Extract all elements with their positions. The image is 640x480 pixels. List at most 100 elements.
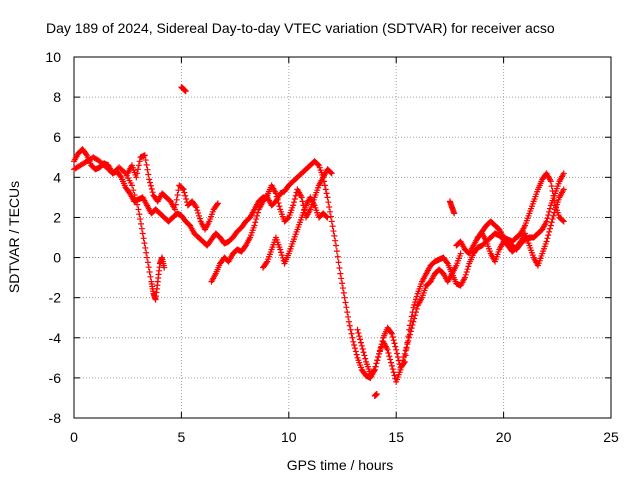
data-point-marker — [345, 313, 352, 320]
data-point-marker — [322, 186, 329, 193]
data-point-marker — [560, 186, 567, 193]
data-point-marker — [131, 191, 138, 198]
data-point-marker — [147, 179, 154, 186]
data-point-marker — [333, 248, 340, 255]
data-point-marker — [391, 340, 398, 347]
data-point-marker — [145, 171, 152, 178]
data-point-marker — [398, 363, 405, 370]
data-point-marker — [143, 249, 150, 256]
data-point-marker — [356, 333, 363, 340]
data-point-marker — [462, 271, 469, 278]
data-point-marker — [251, 222, 258, 229]
data-point-marker — [550, 192, 557, 199]
data-point-marker — [547, 222, 554, 229]
data-point-marker — [411, 315, 418, 322]
data-point-marker — [463, 268, 470, 275]
data-point-marker — [359, 346, 366, 353]
data-point-marker — [143, 161, 150, 168]
data-point-marker — [394, 350, 401, 357]
axis-ticks: 0 5 10 15 20 25 -8 -6 -4 -2 0 2 4 6 8 10 — [45, 49, 619, 445]
data-point-marker — [328, 218, 335, 225]
x-tick-label: 25 — [603, 429, 619, 445]
data-point-marker — [412, 296, 419, 303]
data-point-marker — [465, 263, 472, 270]
data-point-marker — [388, 330, 395, 337]
data-point-marker — [402, 347, 409, 354]
data-point-marker — [321, 182, 328, 189]
data-point-marker — [161, 264, 168, 271]
data-point-marker — [323, 213, 330, 220]
data-point-marker — [142, 157, 149, 164]
data-point-marker — [144, 254, 151, 261]
data-point-marker — [410, 318, 417, 325]
data-point-marker — [360, 349, 367, 356]
data-point-marker — [544, 215, 551, 222]
y-tick-label: 8 — [53, 89, 61, 105]
data-point-marker — [145, 264, 152, 271]
data-point-marker — [351, 345, 358, 352]
data-point-marker — [325, 199, 332, 206]
data-point-marker — [252, 219, 259, 226]
data-point-marker — [331, 232, 338, 239]
data-point-marker — [180, 186, 187, 193]
data-point-marker — [543, 218, 550, 225]
data-point-marker — [546, 205, 553, 212]
data-point-marker — [373, 360, 380, 367]
data-point-marker — [142, 244, 149, 251]
data-point-marker — [274, 196, 281, 203]
plot-frame — [73, 56, 612, 419]
data-point-marker — [275, 200, 282, 207]
data-point-marker — [370, 367, 377, 374]
data-point-marker — [343, 304, 350, 311]
data-point-marker — [352, 348, 359, 355]
data-point-marker — [324, 214, 331, 221]
data-point-marker — [545, 212, 552, 219]
x-tick-label: 15 — [388, 429, 404, 445]
data-point-marker — [144, 166, 151, 173]
data-point-marker — [543, 238, 550, 245]
data-point-marker — [410, 304, 417, 311]
data-point-marker — [263, 193, 270, 200]
data-point-marker — [328, 170, 335, 177]
data-point-marker — [546, 208, 553, 215]
y-tick-label: 10 — [45, 49, 61, 65]
data-point-marker — [351, 341, 358, 348]
data-point-marker — [147, 182, 154, 189]
data-point-marker — [134, 201, 141, 208]
data-point-marker — [254, 209, 261, 216]
data-point-marker — [134, 170, 141, 177]
data-point-marker — [194, 207, 201, 214]
data-point-marker — [551, 197, 558, 204]
data-point-marker — [181, 189, 188, 196]
data-point-marker — [461, 274, 468, 281]
data-point-marker — [412, 309, 419, 316]
data-point-marker — [333, 242, 340, 249]
data-point-marker — [546, 228, 553, 235]
data-point-marker — [348, 330, 355, 337]
data-point-marker — [546, 225, 553, 232]
data-point-marker — [83, 151, 90, 158]
data-point-marker — [292, 192, 299, 199]
data-points — [71, 84, 567, 399]
data-point-marker — [137, 216, 144, 223]
data-point-marker — [174, 191, 181, 198]
data-point-marker — [400, 357, 407, 364]
data-point-marker — [128, 182, 135, 189]
data-point-marker — [130, 187, 137, 194]
data-point-marker — [342, 299, 349, 306]
x-tick-label: 0 — [70, 429, 78, 445]
data-point-marker — [196, 212, 203, 219]
data-point-marker — [135, 206, 142, 213]
data-point-marker — [323, 190, 330, 197]
data-point-marker — [355, 329, 362, 336]
data-point-marker — [284, 215, 291, 222]
data-point-marker — [375, 354, 382, 361]
data-point-marker — [334, 253, 341, 260]
data-point-marker — [389, 366, 396, 373]
y-tick-label: -2 — [49, 290, 62, 306]
data-point-marker — [400, 354, 407, 361]
data-point-marker — [404, 341, 411, 348]
data-point-marker — [412, 312, 419, 319]
data-point-marker — [451, 210, 458, 217]
